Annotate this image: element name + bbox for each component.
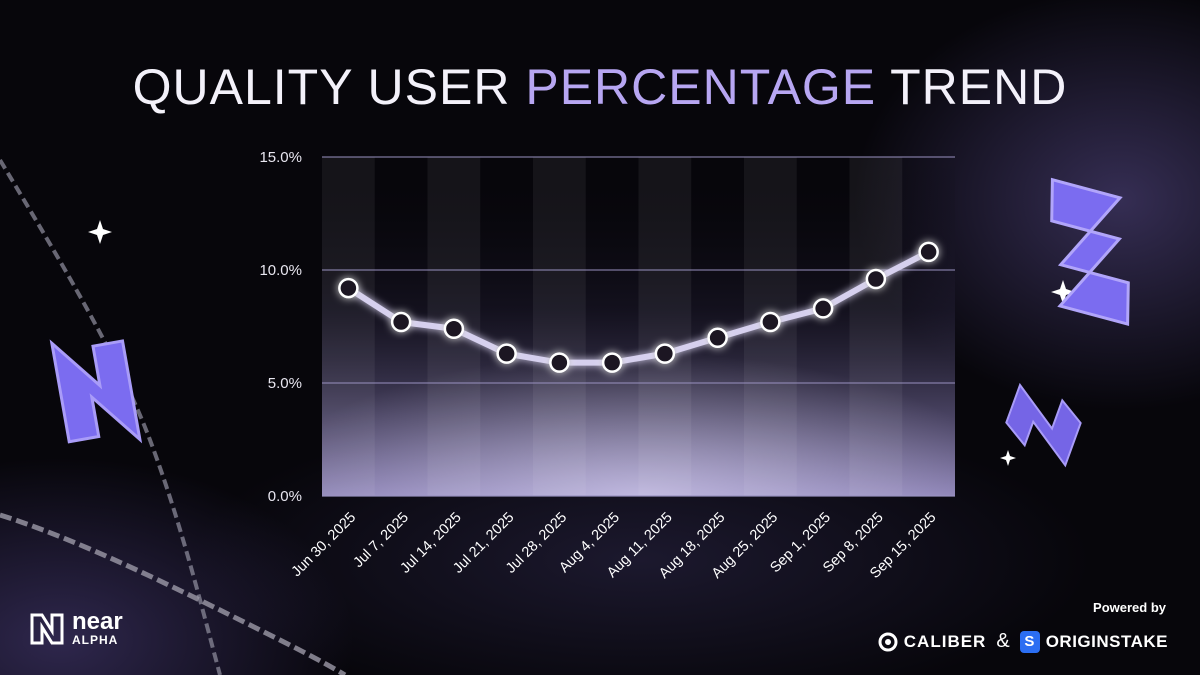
sparkle-icon (1000, 450, 1016, 466)
brand-sub: ALPHA (72, 633, 119, 647)
page-title: QUALITY USER PERCENTAGE TREND (0, 58, 1200, 116)
powered-by-label: Powered by (1093, 600, 1166, 615)
y-tick-label: 10.0% (259, 262, 302, 279)
near-3d-logo-right-small-icon (1005, 382, 1082, 468)
near-3d-logo-right-large-icon (1050, 177, 1130, 326)
y-tick-label: 5.0% (268, 375, 302, 392)
caliber-logo: CALIBER (878, 632, 987, 652)
caliber-icon (878, 632, 898, 651)
ampersand: & (996, 630, 1010, 652)
title-part-2: PERCENTAGE (525, 59, 877, 115)
data-point (601, 352, 623, 373)
chain-left-icon (0, 158, 222, 675)
data-point (918, 241, 939, 263)
y-tick-label: 15.0% (259, 149, 302, 166)
title-part-1: QUALITY USER (132, 59, 526, 115)
sparkle-icon (88, 220, 112, 244)
y-tick-label: 0.0% (268, 488, 302, 505)
originstake-logo: S ORIGINSTAKE (1019, 630, 1168, 653)
plot-column (849, 157, 903, 496)
data-point (865, 268, 887, 290)
data-point (443, 318, 465, 340)
plot-column (533, 157, 586, 496)
sparkle-icon (1051, 280, 1075, 304)
gridlines (322, 156, 955, 497)
plot-column (638, 157, 692, 496)
data-points (338, 241, 939, 373)
near-3d-logo-left-icon (49, 339, 143, 444)
data-point (707, 327, 728, 349)
data-point (760, 311, 781, 333)
data-point (812, 298, 834, 319)
y-axis-ticks: 0.0% 5.0% 10.0% 15.0% (259, 149, 302, 505)
data-point (496, 343, 517, 364)
chain-bottom-icon (0, 512, 347, 675)
originstake-badge-icon: S (1019, 630, 1040, 653)
originstake-name: ORIGINSTAKE (1045, 631, 1168, 651)
brand-word: near (72, 608, 123, 635)
data-point (338, 277, 359, 299)
near-logo-icon (30, 613, 64, 645)
data-point (390, 311, 412, 333)
data-point (549, 352, 570, 373)
near-alpha-brand: near ALPHA (30, 608, 123, 647)
data-point (654, 343, 676, 364)
partner-logos: CALIBER & S ORIGINSTAKE (878, 630, 1168, 653)
title-part-3: TREND (876, 59, 1068, 115)
plot-column (322, 157, 375, 496)
caliber-name: CALIBER (903, 631, 987, 651)
